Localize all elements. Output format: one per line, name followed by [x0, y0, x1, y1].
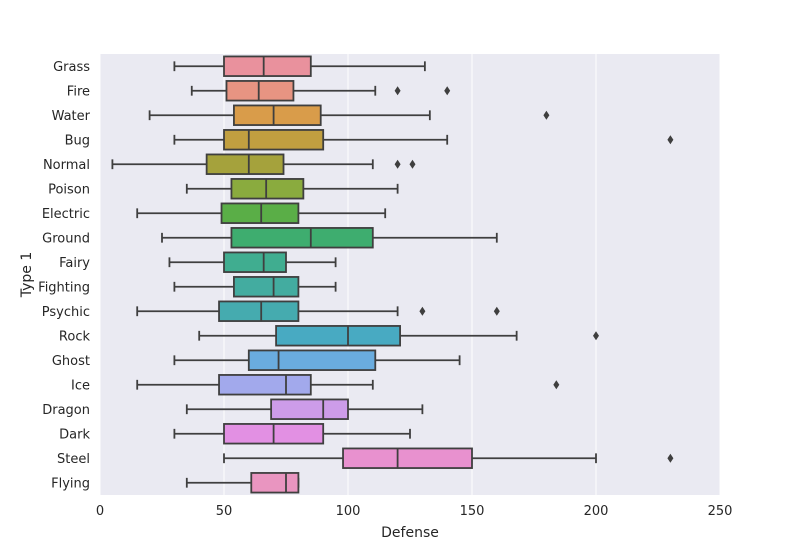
iqr-box-fighting	[233, 276, 300, 298]
x-tick-label-200: 200	[584, 504, 609, 519]
outlier-psychic-0	[419, 306, 426, 316]
iqr-box-ice	[218, 374, 312, 396]
x-tick-label-0: 0	[96, 504, 104, 519]
x-tick-label-100: 100	[336, 504, 361, 519]
iqr-box-grass	[223, 55, 312, 77]
outlier-rock-0	[593, 331, 599, 341]
y-tick-label-dark: Dark	[59, 427, 90, 442]
iqr-box-bug	[223, 129, 325, 151]
iqr-box-steel	[342, 447, 473, 469]
y-tick-label-normal: Normal	[43, 158, 90, 173]
y-tick-label-fairy: Fairy	[59, 256, 90, 271]
iqr-box-dragon	[270, 398, 349, 420]
iqr-box-rock	[275, 325, 401, 347]
plot-area	[100, 54, 720, 495]
iqr-box-poison	[230, 178, 305, 200]
box-dark	[173, 423, 411, 445]
y-tick-label-bug: Bug	[65, 133, 90, 148]
y-tick-label-ice: Ice	[71, 378, 90, 393]
box-rock	[198, 325, 599, 347]
box-ghost	[173, 349, 461, 371]
y-tick-labels: Grass Fire Water Bug Normal Poison Electric Gro…	[38, 60, 90, 492]
box-electric	[136, 202, 387, 224]
iqr-box-ghost	[247, 349, 377, 371]
x-tick-labels: 0 50 100 150 200 250	[96, 504, 733, 519]
box-flying	[185, 472, 300, 494]
box-steel	[223, 447, 674, 469]
box-fire	[190, 80, 451, 102]
x-axis-label: Defense	[381, 525, 439, 541]
y-tick-label-fire: Fire	[67, 84, 90, 99]
box-bug	[173, 129, 674, 151]
box-dragon	[185, 398, 424, 420]
outlier-normal-0	[394, 159, 401, 169]
iqr-box-ground	[230, 227, 374, 249]
box-ice	[136, 374, 560, 396]
iqr-box-fire	[225, 80, 295, 102]
iqr-box-electric	[220, 202, 300, 224]
grid-lines	[99, 54, 721, 495]
box-poison	[185, 178, 399, 200]
box-water	[148, 104, 550, 126]
box-psychic	[136, 300, 500, 322]
iqr-box-fairy	[223, 251, 287, 273]
x-tick-label-250: 250	[708, 504, 733, 519]
outlier-ice-0	[553, 380, 560, 390]
outlier-water-0	[543, 110, 550, 120]
y-tick-label-psychic: Psychic	[42, 305, 90, 320]
x-tick-label-50: 50	[216, 504, 233, 519]
y-tick-label-ground: Ground	[42, 231, 90, 246]
y-tick-label-electric: Electric	[42, 207, 90, 222]
box-ground	[161, 227, 498, 249]
outlier-bug-0	[667, 135, 674, 145]
y-tick-label-ghost: Ghost	[52, 354, 90, 369]
outlier-fire-1	[444, 86, 451, 96]
y-tick-label-rock: Rock	[59, 329, 91, 344]
iqr-box-water	[233, 104, 322, 126]
outlier-fire-0	[394, 86, 401, 96]
outlier-normal-1	[409, 159, 416, 169]
y-tick-label-dragon: Dragon	[42, 403, 90, 418]
y-tick-label-fighting: Fighting	[38, 280, 90, 295]
box-fairy	[168, 251, 337, 273]
x-tick-label-150: 150	[460, 504, 485, 519]
y-tick-label-grass: Grass	[53, 60, 90, 75]
y-axis-label: Type 1	[19, 252, 35, 299]
y-tick-label-flying: Flying	[51, 476, 90, 491]
boxes-group	[111, 55, 674, 494]
iqr-box-normal	[205, 153, 285, 175]
outlier-psychic-1	[493, 306, 500, 316]
box-fighting	[173, 276, 337, 298]
y-tick-label-poison: Poison	[48, 182, 90, 197]
y-tick-label-water: Water	[52, 109, 91, 124]
box-grass	[173, 55, 426, 77]
iqr-box-psychic	[218, 300, 300, 322]
y-tick-label-steel: Steel	[57, 452, 90, 467]
box-normal	[111, 153, 416, 175]
outlier-steel-0	[667, 453, 674, 463]
iqr-box-flying	[250, 472, 300, 494]
